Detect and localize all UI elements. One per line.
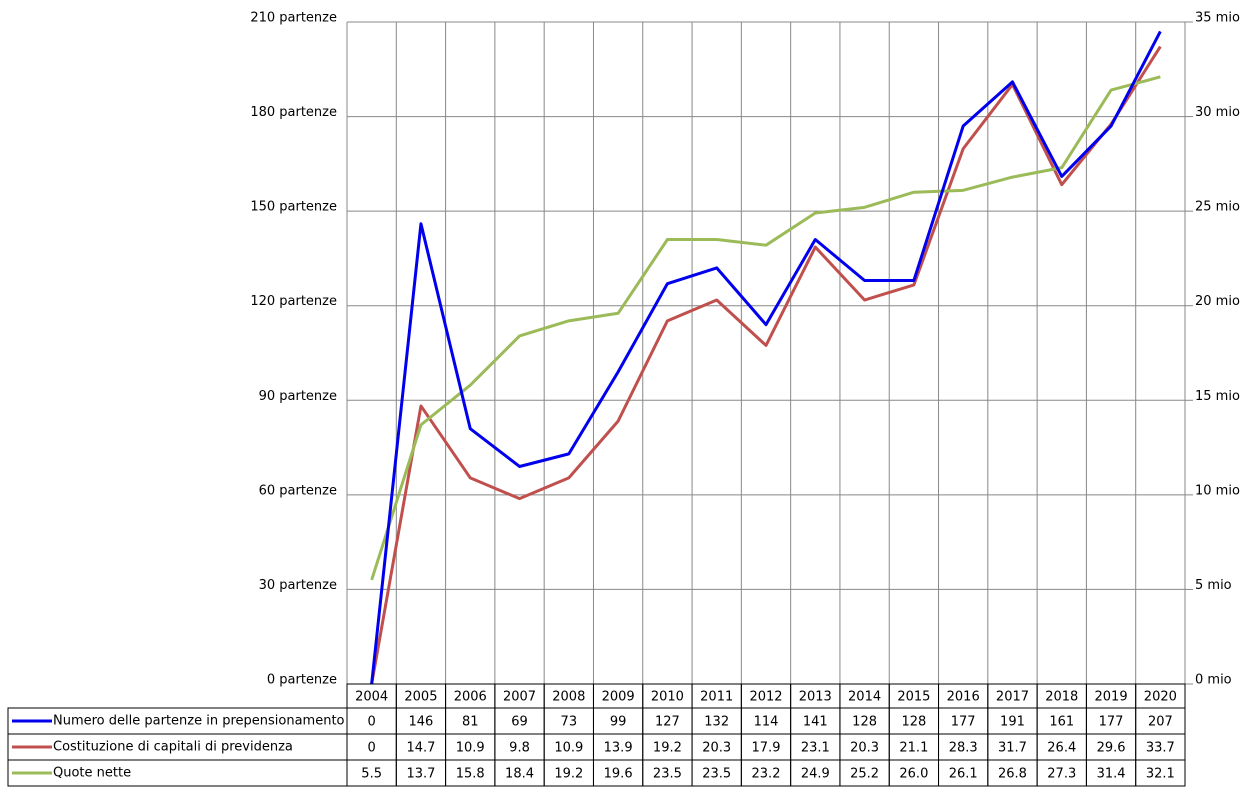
data-label: 32.1 — [1146, 767, 1175, 782]
x-tick-label: 2011 — [700, 690, 733, 705]
y2-tick-label: 25 mio — [1195, 200, 1240, 215]
x-tick-label: 2017 — [996, 690, 1029, 705]
x-tick-label: 2006 — [454, 690, 487, 705]
data-label: 27.3 — [1047, 767, 1076, 782]
x-tick-label: 2014 — [848, 690, 881, 705]
data-label: 13.9 — [604, 741, 633, 756]
data-label: 132 — [704, 715, 729, 730]
x-tick-label: 2020 — [1144, 690, 1177, 705]
x-tick-label: 2008 — [552, 690, 585, 705]
table-cell — [1135, 759, 1186, 787]
data-label: 99 — [610, 715, 627, 730]
data-label: 146 — [409, 715, 434, 730]
data-label: 33.7 — [1146, 741, 1175, 756]
y-tick-label: 120 partenze — [250, 294, 337, 309]
y-tick-label: 90 partenze — [259, 389, 337, 404]
legend-label: Numero delle partenze in prepensionament… — [53, 714, 345, 729]
y2-tick-label: 10 mio — [1195, 483, 1240, 498]
x-tick-label: 2009 — [602, 690, 635, 705]
data-label: 21.1 — [899, 741, 928, 756]
x-tick-label: 2019 — [1095, 690, 1128, 705]
data-label: 19.6 — [604, 767, 633, 782]
data-label: 10.9 — [456, 741, 485, 756]
y-tick-label: 180 partenze — [250, 105, 337, 120]
data-label: 26.0 — [899, 767, 928, 782]
y2-tick-label: 0 mio — [1195, 673, 1232, 688]
data-label: 26.4 — [1047, 741, 1076, 756]
x-tick-label: 2018 — [1045, 690, 1078, 705]
data-label: 73 — [561, 715, 578, 730]
data-label: 29.6 — [1097, 741, 1126, 756]
data-label: 141 — [803, 715, 828, 730]
y-tick-label: 60 partenze — [259, 483, 337, 498]
data-label: 28.3 — [949, 741, 978, 756]
data-label: 177 — [1099, 715, 1124, 730]
y2-tick-label: 20 mio — [1195, 294, 1240, 309]
data-label: 81 — [462, 715, 479, 730]
data-label: 19.2 — [653, 741, 682, 756]
x-tick-label: 2010 — [651, 690, 684, 705]
data-label: 177 — [951, 715, 976, 730]
data-label: 0 — [368, 715, 376, 730]
data-label: 127 — [655, 715, 680, 730]
data-label: 23.1 — [801, 741, 830, 756]
y2-tick-label: 15 mio — [1195, 389, 1240, 404]
y-tick-label: 0 partenze — [267, 673, 337, 688]
data-label: 14.7 — [406, 741, 435, 756]
x-tick-label: 2004 — [355, 690, 388, 705]
data-label: 23.5 — [702, 767, 731, 782]
x-tick-label: 2016 — [947, 690, 980, 705]
x-tick-label: 2013 — [799, 690, 832, 705]
x-tick-label: 2005 — [404, 690, 437, 705]
data-label: 26.8 — [998, 767, 1027, 782]
data-label: 19.2 — [554, 767, 583, 782]
y-tick-label: 30 partenze — [259, 578, 337, 593]
data-label: 15.8 — [456, 767, 485, 782]
y2-tick-label: 5 mio — [1195, 578, 1232, 593]
y-tick-label: 210 partenze — [250, 11, 337, 26]
legend-label: Costituzione di capitali di previdenza — [53, 740, 293, 755]
y2-tick-label: 30 mio — [1195, 105, 1240, 120]
data-label: 5.5 — [361, 767, 382, 782]
x-tick-label: 2012 — [749, 690, 782, 705]
data-label: 128 — [852, 715, 877, 730]
legend-label: Quote nette — [53, 766, 131, 781]
data-label: 13.7 — [406, 767, 435, 782]
data-label: 31.7 — [998, 741, 1027, 756]
x-tick-label: 2015 — [897, 690, 930, 705]
data-label: 114 — [754, 715, 779, 730]
data-label: 23.2 — [752, 767, 781, 782]
data-label: 17.9 — [752, 741, 781, 756]
data-label: 161 — [1049, 715, 1074, 730]
data-label: 9.8 — [509, 741, 530, 756]
data-label: 0 — [368, 741, 376, 756]
data-label: 191 — [1000, 715, 1025, 730]
series-line — [370, 75, 1161, 581]
y-tick-label: 150 partenze — [250, 200, 337, 215]
data-label: 24.9 — [801, 767, 830, 782]
data-label: 31.4 — [1097, 767, 1126, 782]
data-label: 69 — [511, 715, 528, 730]
data-label: 26.1 — [949, 767, 978, 782]
data-label: 20.3 — [702, 741, 731, 756]
data-label: 23.5 — [653, 767, 682, 782]
y2-tick-label: 35 mio — [1195, 11, 1240, 26]
series-line — [370, 30, 1162, 685]
data-label: 18.4 — [505, 767, 534, 782]
series-line — [370, 45, 1162, 685]
data-label: 128 — [901, 715, 926, 730]
data-label: 20.3 — [850, 741, 879, 756]
x-tick-label: 2007 — [503, 690, 536, 705]
data-label: 25.2 — [850, 767, 879, 782]
data-label: 207 — [1148, 715, 1173, 730]
data-label: 10.9 — [554, 741, 583, 756]
